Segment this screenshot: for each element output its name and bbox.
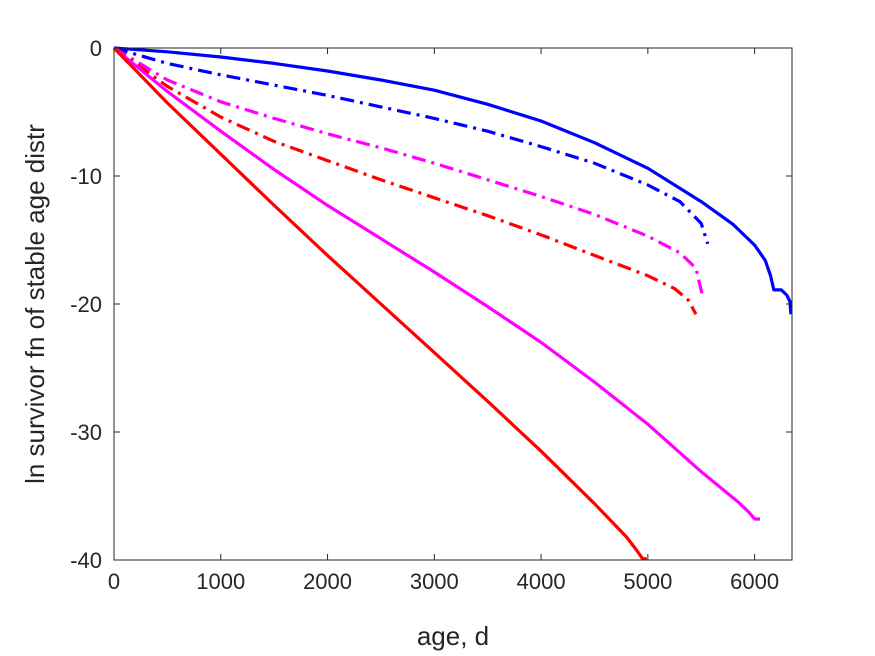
series-line-2 — [113, 46, 710, 245]
y-axis-title: ln survivor fn of stable age distr — [20, 124, 50, 484]
series-line-3 — [113, 46, 704, 296]
series-line-4 — [113, 46, 698, 315]
series-line-1 — [113, 46, 793, 315]
series-line-6 — [112, 46, 647, 561]
y-tick-label: 0 — [90, 36, 102, 61]
y-tick-label: -10 — [70, 164, 102, 189]
y-tick-label: -20 — [70, 292, 102, 317]
x-tick-label: 1000 — [196, 569, 245, 594]
tick-layer: 0 1000 2000 3000 4000 5000 6000 0 -10 -20 -30 -40 — [70, 36, 792, 594]
x-tick-label: 3000 — [410, 569, 459, 594]
y-tick-label: -40 — [70, 548, 102, 573]
x-tick-label: 5000 — [623, 569, 672, 594]
series-layer — [112, 46, 793, 561]
x-axis-title: age, d — [417, 621, 489, 651]
x-tick-label: 4000 — [517, 569, 566, 594]
series-line-5 — [112, 46, 760, 521]
x-tick-label: 0 — [108, 569, 120, 594]
x-tick-label: 6000 — [730, 569, 779, 594]
y-tick-label: -30 — [70, 420, 102, 445]
x-tick-label: 2000 — [303, 569, 352, 594]
